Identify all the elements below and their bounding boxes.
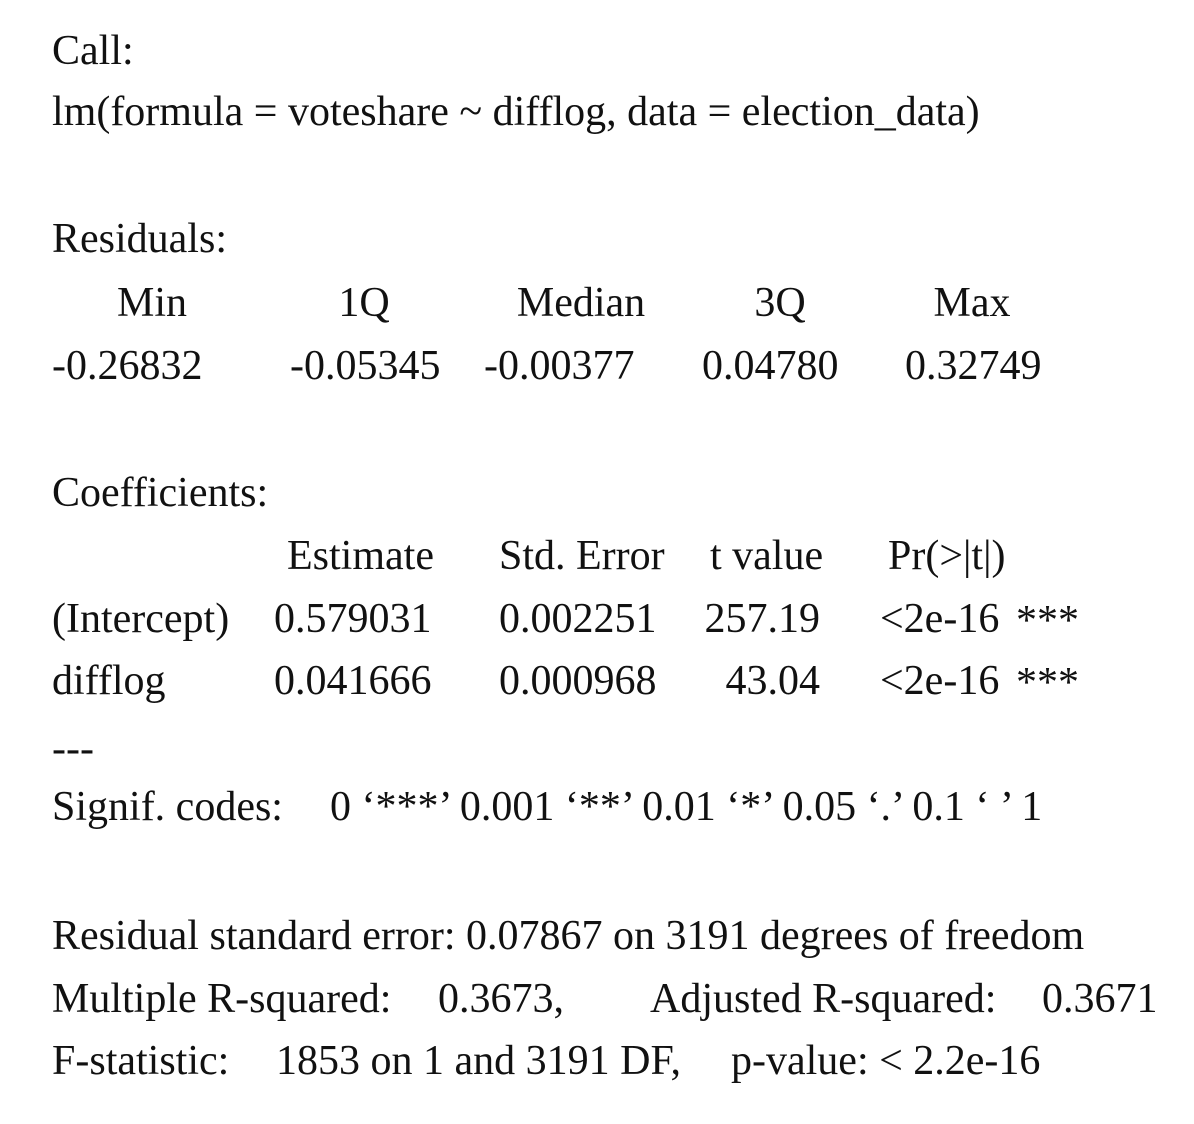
residual-standard-error: Residual standard error: 0.07867 on 3191… — [52, 913, 1085, 959]
residuals-header-median: Median — [516, 280, 646, 326]
coef-row-p-value: <2e-16 — [880, 658, 1000, 704]
coef-row-term: (Intercept) — [52, 596, 230, 642]
p-value: p-value: < 2.2e-16 — [731, 1038, 1041, 1084]
coef-row-estimate: 0.579031 — [274, 596, 432, 642]
signif-label: Signif. codes: — [52, 784, 283, 830]
adjusted-r-squared-value: 0.3671 — [1042, 976, 1158, 1022]
coef-row-term: difflog — [52, 658, 166, 704]
coef-row-t-value: 43.04 — [725, 658, 821, 704]
residuals-value-min: -0.26832 — [52, 343, 203, 389]
residuals-heading: Residuals: — [52, 216, 227, 262]
residuals-header-min: Min — [116, 280, 187, 326]
coef-row-std-error: 0.002251 — [499, 596, 657, 642]
signif-codes: 0 ‘***’ 0.001 ‘**’ 0.01 ‘*’ 0.05 ‘.’ 0.1… — [330, 784, 1043, 830]
coef-header-t-value: t value — [710, 533, 824, 579]
coef-row-t-value: 257.19 — [704, 596, 821, 642]
residuals-value-1q: -0.05345 — [290, 343, 441, 389]
residuals-value-median: -0.00377 — [484, 343, 635, 389]
r-squared-label: Multiple R-squared: — [52, 976, 392, 1022]
coef-header-estimate: Estimate — [287, 533, 434, 579]
coef-row-estimate: 0.041666 — [274, 658, 432, 704]
call-formula: lm(formula = voteshare ~ difflog, data =… — [52, 89, 980, 135]
residuals-value-max: 0.32749 — [905, 343, 1042, 389]
call-heading: Call: — [52, 28, 134, 74]
coefficients-heading: Coefficients: — [52, 470, 269, 516]
adjusted-r-squared-label: Adjusted R-squared: — [650, 976, 997, 1022]
coef-row-stars: *** — [1016, 598, 1079, 644]
r-squared-value: 0.3673, — [438, 976, 564, 1022]
coef-row-std-error: 0.000968 — [499, 658, 657, 704]
residuals-header-max: Max — [933, 280, 1011, 326]
residuals-header-1q: 1Q — [338, 280, 390, 326]
coef-header-p-value: Pr(>|t|) — [888, 533, 1006, 579]
coef-header-std-error: Std. Error — [499, 533, 665, 579]
coef-row-stars: *** — [1016, 660, 1079, 706]
f-statistic-value: 1853 on 1 and 3191 DF, — [276, 1038, 681, 1084]
separator: --- — [52, 726, 94, 772]
residuals-header-3q: 3Q — [754, 280, 806, 326]
coef-row-p-value: <2e-16 — [880, 596, 1000, 642]
residuals-value-3q: 0.04780 — [702, 343, 839, 389]
f-statistic-label: F-statistic: — [52, 1038, 230, 1084]
